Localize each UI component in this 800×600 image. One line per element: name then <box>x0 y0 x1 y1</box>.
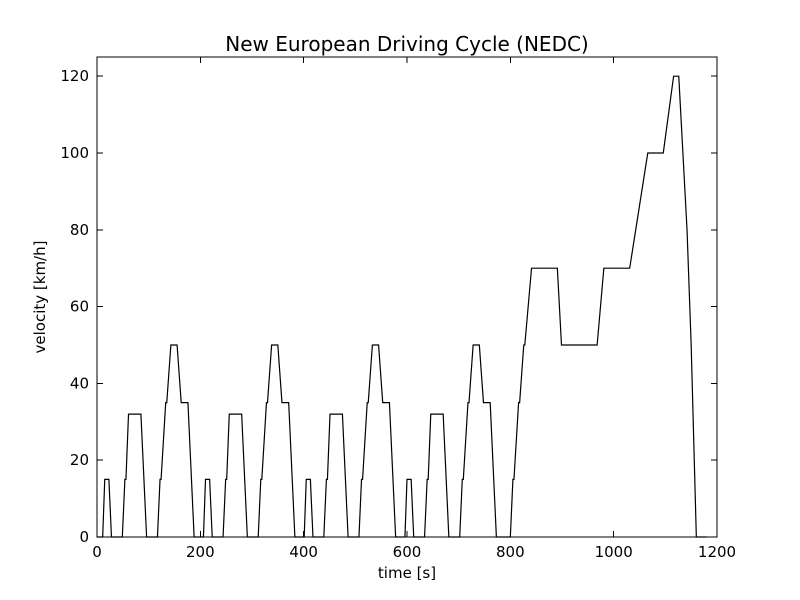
y-tick-label: 0 <box>79 528 89 546</box>
x-tick-label: 1000 <box>595 543 633 561</box>
y-tick-label: 80 <box>70 221 89 239</box>
x-tick-label: 1200 <box>698 543 736 561</box>
y-tick-label: 100 <box>60 144 89 162</box>
x-tick-label: 800 <box>496 543 525 561</box>
x-tick-label: 400 <box>289 543 318 561</box>
y-axis-label: velocity [km/h] <box>31 240 49 354</box>
x-tick-label: 600 <box>393 543 422 561</box>
x-tick-label: 0 <box>92 543 102 561</box>
chart-title: New European Driving Cycle (NEDC) <box>225 32 589 56</box>
y-tick-label: 40 <box>70 374 89 392</box>
y-tick-label: 60 <box>70 298 89 316</box>
plot-frame <box>96 56 718 538</box>
y-tick-label: 20 <box>70 451 89 469</box>
y-tick-label: 120 <box>60 67 89 85</box>
x-axis-label: time [s] <box>377 564 437 582</box>
x-tick-label: 200 <box>186 543 215 561</box>
